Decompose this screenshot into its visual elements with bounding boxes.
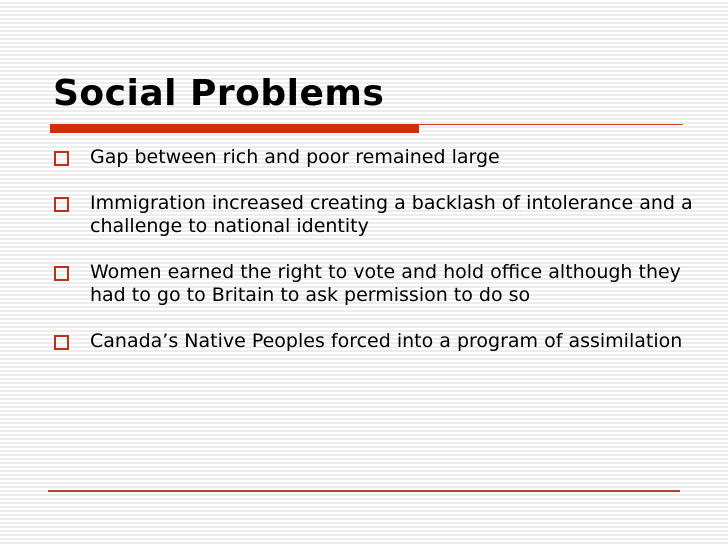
title-rule — [419, 124, 683, 125]
list-item: Gap between rich and poor remained large — [54, 146, 694, 169]
list-item: Canada’s Native Peoples forced into a pr… — [54, 330, 694, 353]
slide-title: Social Problems — [53, 73, 385, 114]
list-item: Immigration increased creating a backlas… — [54, 192, 694, 238]
square-bullet-icon — [54, 197, 69, 212]
bullet-list: Gap between rich and poor remained large… — [54, 146, 694, 376]
bullet-text: Gap between rich and poor remained large — [90, 146, 500, 168]
bullet-text: Immigration increased creating a backlas… — [90, 192, 693, 237]
square-bullet-icon — [54, 151, 69, 166]
list-item: Women earned the right to vote and hold … — [54, 261, 694, 307]
square-bullet-icon — [54, 335, 69, 350]
bullet-text: Canada’s Native Peoples forced into a pr… — [90, 330, 683, 352]
title-underline-bar — [50, 124, 419, 133]
footer-rule — [48, 490, 680, 492]
square-bullet-icon — [54, 266, 69, 281]
bullet-text: Women earned the right to vote and hold … — [90, 261, 681, 306]
